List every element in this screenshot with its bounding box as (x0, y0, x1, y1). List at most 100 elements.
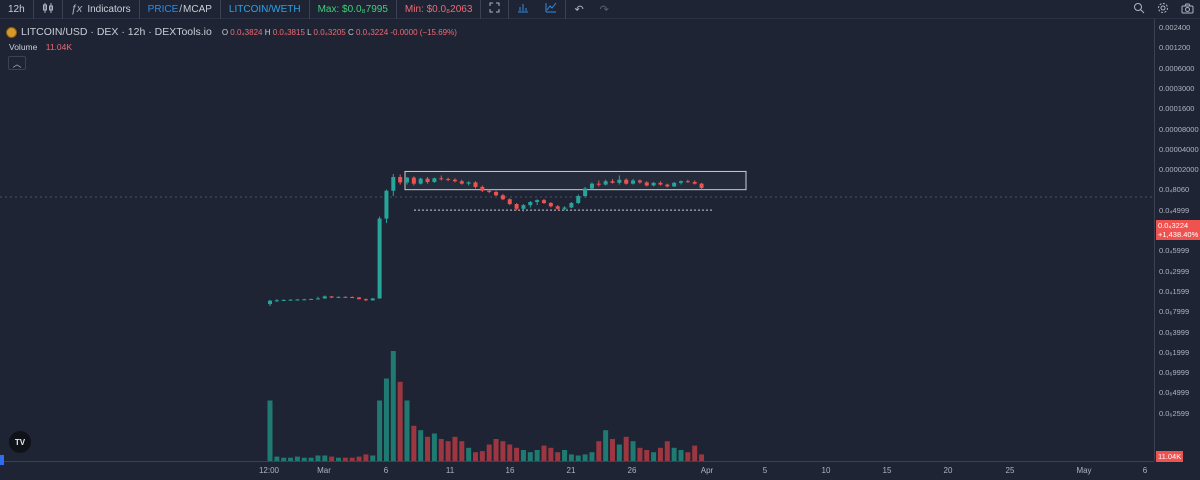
candle-body (679, 181, 683, 183)
candle-body (658, 182, 663, 185)
candle-body (480, 186, 485, 191)
price-mcap-toggle[interactable]: PRICE / MCAP (140, 0, 221, 19)
volume-bar (520, 450, 526, 461)
price-tick-label: 0.0₆1999 (1159, 347, 1190, 357)
candle-body (357, 297, 362, 300)
candle-body (446, 179, 451, 181)
price-tick-label: 0.0₆3999 (1159, 327, 1190, 337)
fullscreen-button[interactable] (481, 0, 510, 19)
candle-body (377, 218, 382, 299)
candle-body (459, 181, 464, 184)
candle-body (452, 179, 457, 182)
volume-bar (657, 447, 663, 461)
volume-bar (671, 447, 677, 461)
tradingview-logo-text: TV (14, 437, 26, 447)
volume-bar (329, 456, 335, 461)
max-price-label: Max: $0.0₈7995 (310, 0, 397, 19)
candle-body (692, 182, 697, 184)
candle-body (295, 299, 300, 301)
camera-icon[interactable] (1181, 3, 1194, 17)
mcap-option[interactable]: MCAP (183, 3, 212, 15)
candle-body (473, 182, 478, 187)
candle-body (384, 190, 389, 219)
volume-bar (322, 455, 328, 461)
volume-bar (390, 351, 396, 461)
line-chart-button[interactable] (537, 0, 567, 19)
gear-icon[interactable] (1157, 2, 1169, 17)
volume-bar (692, 445, 698, 461)
time-axis[interactable]: 12:00 Mar 6 11 16 21 26 Apr 5 10 15 20 25 May 6 (0, 461, 1154, 480)
volume-bar (507, 444, 513, 461)
candle-body (329, 296, 334, 298)
indicators-button[interactable]: ƒx Indicators (63, 0, 140, 19)
volume-bar (336, 457, 341, 461)
high-label: H (264, 27, 271, 37)
volume-bar (431, 433, 437, 461)
price-tick-label: 0.0₆9999 (1159, 368, 1190, 378)
candle-body (603, 181, 608, 185)
undo-button[interactable]: ↶ (566, 0, 591, 19)
min-price-label: Min: $0.0₈2063 (397, 0, 482, 19)
volume-bar (404, 400, 410, 461)
candlestick-icon (42, 2, 54, 17)
compare-button[interactable] (509, 0, 537, 19)
time-tick-label: May (1076, 466, 1092, 475)
candle-body (542, 200, 546, 204)
candle-body (281, 299, 286, 301)
volume-bar (397, 381, 403, 461)
candle-body (589, 183, 594, 189)
close-value: 0.0₄3224 (355, 27, 389, 37)
volume-bar (452, 436, 458, 461)
left-scroll-marker[interactable] (0, 455, 4, 465)
price-tick-label: 0.0₆7999 (1159, 307, 1190, 317)
volume-bar (568, 454, 574, 461)
redo-button[interactable]: ↷ (592, 0, 617, 19)
volume-bar (514, 447, 520, 461)
pair-switch-button[interactable]: LITCOIN/WETH (221, 0, 310, 19)
volume-bar (678, 450, 684, 461)
volume-bar (500, 441, 506, 461)
chart-toolbar: 12h ƒx Indicators PRICE / MCAP LITCOIN/W… (0, 0, 1200, 19)
price-tick-label: 0.0₄4999 (1159, 205, 1190, 215)
current-price-value: 0.0₄3224 (1158, 221, 1189, 230)
candle-body (309, 298, 314, 300)
volume-bar (383, 378, 389, 461)
candle-body (514, 204, 519, 209)
chart-type-button[interactable] (34, 0, 63, 19)
open-label: O (221, 27, 229, 37)
time-tick-label: 15 (882, 466, 892, 475)
symbol-title[interactable]: LITCOIN/USD · DEX · 12h · DEXTools.io (21, 26, 212, 38)
symbol-legend: LITCOIN/USD · DEX · 12h · DEXTools.io O … (6, 26, 457, 38)
candle-body (411, 177, 416, 184)
volume-bar (623, 436, 629, 461)
candle-body (631, 180, 636, 184)
volume-bar (267, 400, 273, 461)
redo-icon: ↷ (599, 3, 609, 16)
candle-body (665, 184, 670, 187)
volume-bar (685, 452, 691, 461)
collapse-legend-button[interactable]: ︿ (8, 56, 26, 70)
low-value: 0.0₄3205 (313, 27, 346, 37)
undo-icon: ↶ (574, 3, 584, 16)
volume-bar (349, 457, 355, 461)
candle-body (500, 195, 505, 200)
ohlc-values: O 0.0₄3824 H 0.0₄3815 L 0.0₄3205 C 0.0₄3… (222, 28, 457, 37)
price-chart[interactable] (0, 19, 1154, 461)
function-icon: ƒx (70, 3, 83, 15)
volume-bar (418, 430, 424, 461)
open-value: 0.0₄3824 (230, 27, 263, 37)
candle-body (439, 178, 444, 180)
volume-bar (493, 439, 499, 461)
search-icon[interactable] (1133, 2, 1145, 17)
volume-bar (301, 457, 307, 461)
volume-bar (582, 454, 588, 461)
interval-button[interactable]: 12h (0, 0, 34, 19)
candle-body (350, 297, 355, 299)
candle-body (315, 298, 320, 300)
tradingview-logo[interactable]: TV (9, 431, 31, 453)
candle-body (596, 183, 601, 185)
price-option[interactable]: PRICE (147, 3, 179, 15)
price-axis[interactable]: 0.002400 0.001200 0.0006000 0.0003000 0.0001… (1154, 19, 1200, 461)
volume-bar (651, 452, 657, 461)
volume-bar (486, 444, 492, 461)
